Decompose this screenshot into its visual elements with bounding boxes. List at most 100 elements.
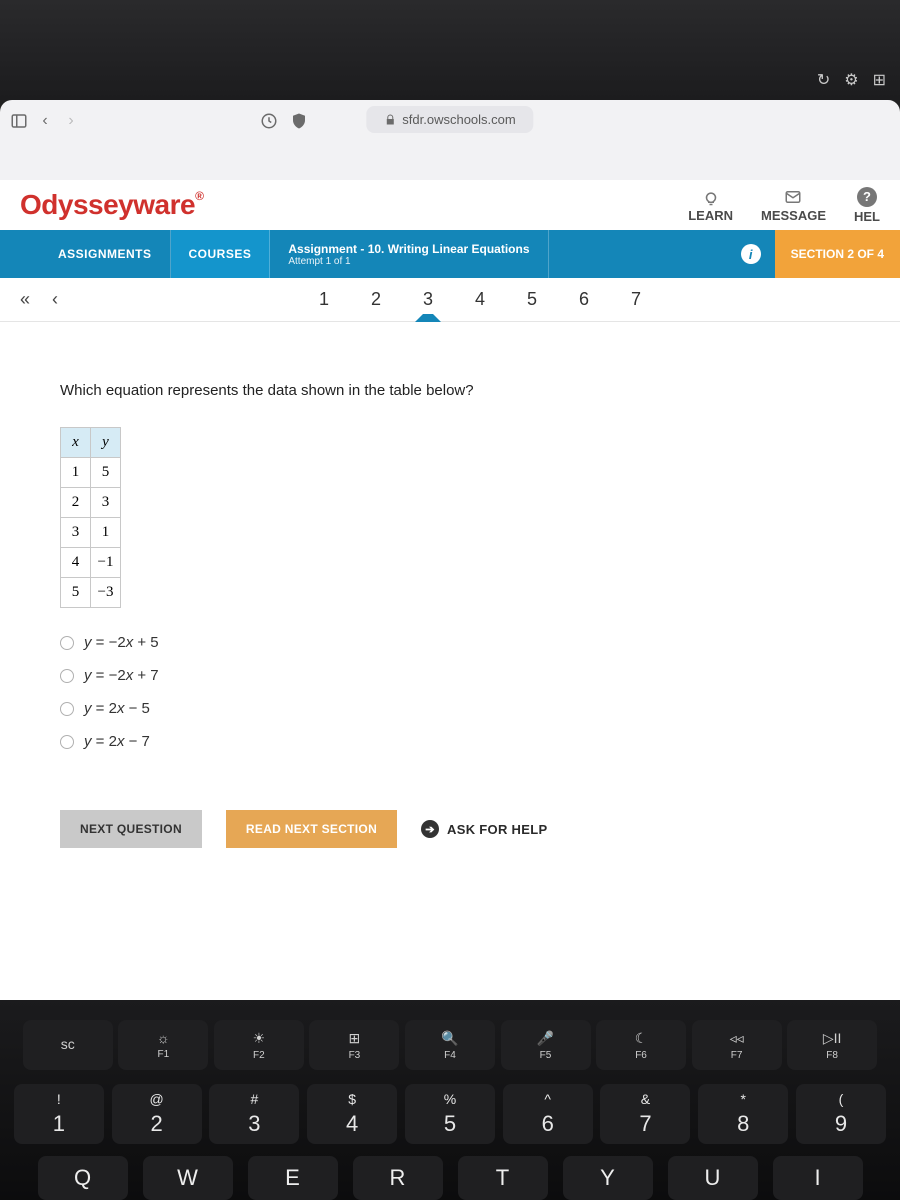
answer-options: y = −2x + 5 y = −2x + 7 y = 2x − 5 y = 2x −…: [60, 634, 840, 750]
url-bar[interactable]: sfdr.owschools.com: [366, 106, 533, 133]
table-header: x: [61, 428, 91, 458]
keyboard-key: &7: [600, 1084, 690, 1144]
forward-button: ›: [62, 112, 80, 130]
assignment-info: Assignment - 10. Writing Linear Equation…: [270, 230, 548, 278]
keyboard-key: !1: [14, 1084, 104, 1144]
question-pager: 1 2 3 4 5 6 7: [70, 283, 890, 316]
table-cell: 5: [61, 578, 91, 608]
url-text: sfdr.owschools.com: [402, 112, 515, 127]
browser-chrome: ‹ › sfdr.owschools.com: [0, 100, 900, 180]
learn-link-icon[interactable]: LEARN: [688, 188, 733, 223]
table-cell: 3: [61, 518, 91, 548]
pager-page-2[interactable]: 2: [367, 283, 385, 316]
assignment-title: Assignment - 10. Writing Linear Equation…: [288, 242, 529, 256]
ask-for-help-button[interactable]: ➔ ASK FOR HELP: [421, 810, 547, 848]
radio-icon: [60, 735, 74, 749]
lock-icon: [384, 114, 396, 126]
keyboard-key: ☾F6: [596, 1020, 686, 1070]
sidebar-toggle-icon[interactable]: [10, 112, 28, 130]
radio-icon: [60, 636, 74, 650]
keyboard-key: sc: [23, 1020, 113, 1070]
help-icon: ?: [857, 187, 877, 207]
radio-icon: [60, 702, 74, 716]
pager-prev-button[interactable]: ‹: [40, 289, 70, 310]
table-cell: 1: [61, 458, 91, 488]
keyboard-key: 🎤F5: [501, 1020, 591, 1070]
help-link[interactable]: ? HEL: [854, 187, 880, 224]
pager-page-6[interactable]: 6: [575, 283, 593, 316]
table-cell: 1: [91, 518, 121, 548]
keyboard-key: 🔍F4: [405, 1020, 495, 1070]
table-header: y: [91, 428, 121, 458]
keyboard-key: ▷IIF8: [787, 1020, 877, 1070]
radio-icon: [60, 669, 74, 683]
table-cell: 5: [91, 458, 121, 488]
nav-assignments[interactable]: ASSIGNMENTS: [40, 230, 171, 278]
option-text: y = −2x + 5: [84, 634, 159, 651]
keyboard-key: ☼F1: [118, 1020, 208, 1070]
table-row: 5−3: [61, 578, 121, 608]
shield-icon[interactable]: [290, 112, 308, 130]
table-cell: −3: [91, 578, 121, 608]
answer-option-2[interactable]: y = −2x + 7: [60, 667, 840, 684]
table-cell: 2: [61, 488, 91, 518]
keyboard-key: #3: [209, 1084, 299, 1144]
keyboard-key: (9: [796, 1084, 886, 1144]
keyboard-key: I: [773, 1156, 863, 1200]
keyboard-key: Y: [563, 1156, 653, 1200]
next-question-button[interactable]: NEXT QUESTION: [60, 810, 202, 848]
clock-icon[interactable]: [260, 112, 278, 130]
back-button[interactable]: ‹: [36, 112, 54, 130]
keyboard-key: $4: [307, 1084, 397, 1144]
arrow-right-icon: ➔: [421, 820, 439, 838]
action-row: NEXT QUESTION READ NEXT SECTION ➔ ASK FO…: [60, 810, 840, 848]
pager-first-button[interactable]: «: [10, 289, 40, 310]
keyboard-key: U: [668, 1156, 758, 1200]
pager-page-7[interactable]: 7: [627, 283, 645, 316]
keyboard-key: @2: [112, 1084, 202, 1144]
table-cell: 4: [61, 548, 91, 578]
grid-icon[interactable]: ⊞: [873, 70, 886, 90]
table-row: 23: [61, 488, 121, 518]
main-nav-bar: ASSIGNMENTS COURSES Assignment - 10. Wri…: [0, 230, 900, 278]
section-button[interactable]: SECTION 2 OF 4: [775, 230, 900, 278]
question-prompt: Which equation represents the data shown…: [60, 382, 840, 399]
answer-option-3[interactable]: y = 2x − 5: [60, 700, 840, 717]
pager-page-1[interactable]: 1: [315, 283, 333, 316]
option-text: y = 2x − 7: [84, 733, 150, 750]
message-link[interactable]: MESSAGE: [761, 188, 826, 223]
keyboard-key: T: [458, 1156, 548, 1200]
reload-icon[interactable]: ↻: [817, 70, 830, 90]
read-next-section-button[interactable]: READ NEXT SECTION: [226, 810, 397, 848]
app-header: Odysseyware® LEARN MESSAGE ? HEL: [0, 180, 900, 230]
keyboard-key: ☀F2: [214, 1020, 304, 1070]
info-icon[interactable]: i: [741, 244, 761, 264]
keyboard-key: %5: [405, 1084, 495, 1144]
keyboard-key: Q: [38, 1156, 128, 1200]
answer-option-4[interactable]: y = 2x − 7: [60, 733, 840, 750]
photo-background: [0, 0, 900, 100]
pager-page-3[interactable]: 3: [419, 283, 437, 316]
table-row: 31: [61, 518, 121, 548]
table-cell: 3: [91, 488, 121, 518]
macbook-keyboard: sc☼F1☀F2⊞F3🔍F4🎤F5☾F6◃◃F7▷IIF8 !1@2#3$4%5…: [0, 1000, 900, 1200]
keyboard-key: ◃◃F7: [692, 1020, 782, 1070]
question-content: Which equation represents the data shown…: [0, 322, 900, 878]
answer-option-1[interactable]: y = −2x + 5: [60, 634, 840, 651]
table-cell: −1: [91, 548, 121, 578]
option-text: y = −2x + 7: [84, 667, 159, 684]
pager-page-5[interactable]: 5: [523, 283, 541, 316]
question-pager-bar: « ‹ 1 2 3 4 5 6 7: [0, 278, 900, 322]
gear-icon[interactable]: ⚙: [844, 70, 858, 90]
keyboard-key: *8: [698, 1084, 788, 1144]
nav-courses[interactable]: COURSES: [171, 230, 271, 278]
option-text: y = 2x − 5: [84, 700, 150, 717]
safari-window-controls: ↻ ⚙ ⊞: [817, 70, 886, 90]
attempt-label: Attempt 1 of 1: [288, 256, 529, 267]
keyboard-key: ^6: [503, 1084, 593, 1144]
table-row: 4−1: [61, 548, 121, 578]
keyboard-key: R: [353, 1156, 443, 1200]
brand-logo[interactable]: Odysseyware®: [20, 189, 203, 221]
data-table: xy 1523314−15−3: [60, 427, 121, 608]
pager-page-4[interactable]: 4: [471, 283, 489, 316]
